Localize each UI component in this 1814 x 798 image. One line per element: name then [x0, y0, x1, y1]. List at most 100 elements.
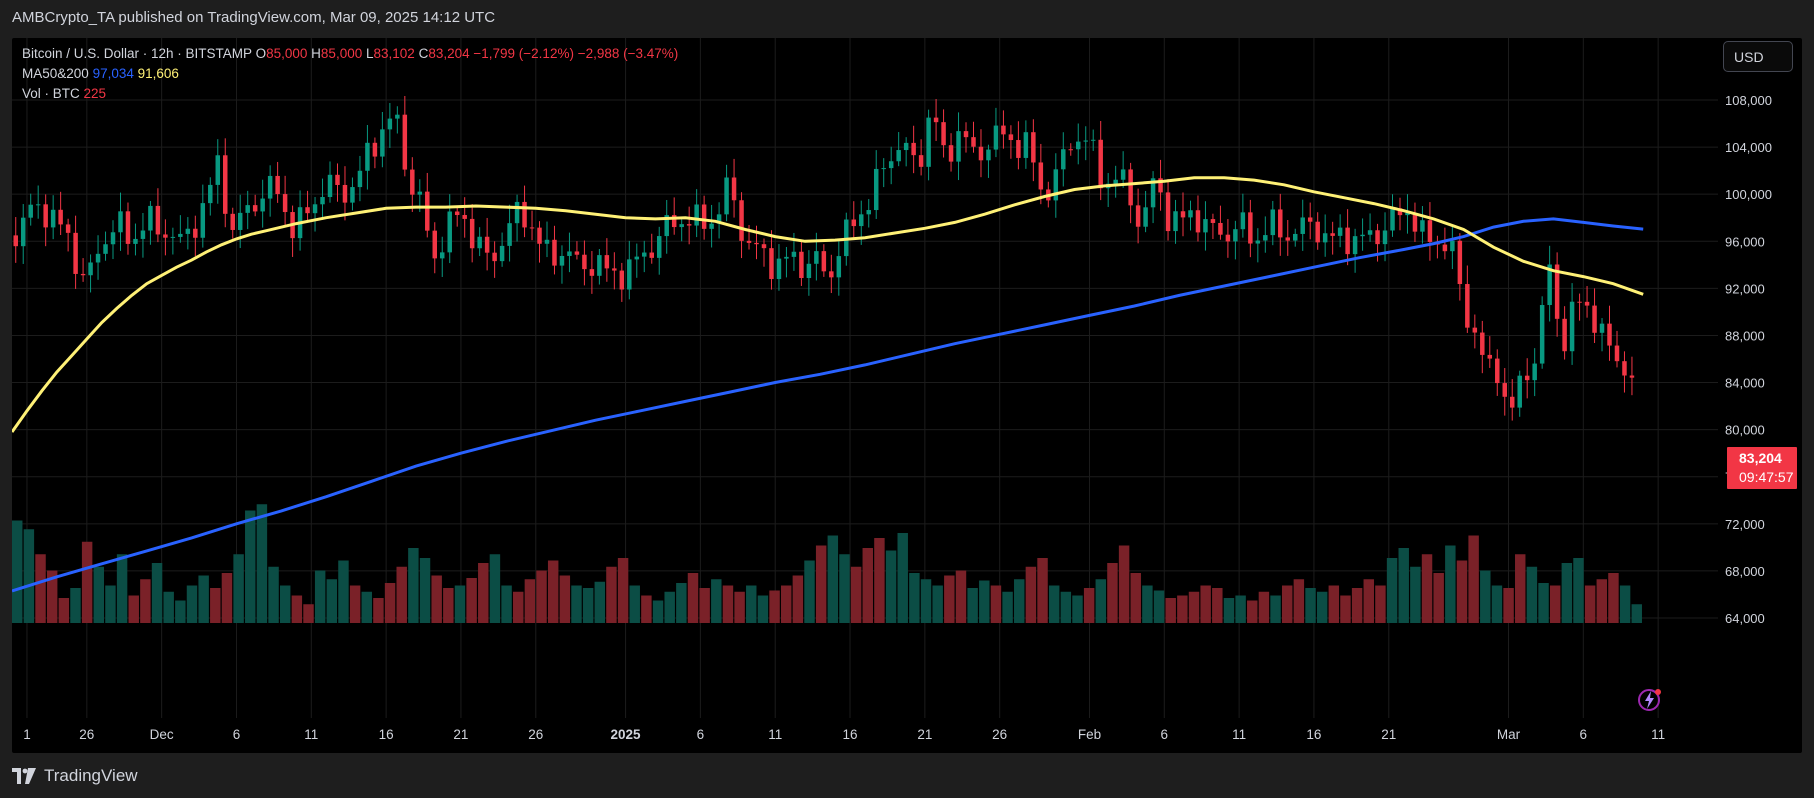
candle-body: [612, 268, 617, 271]
volume-bar: [1305, 588, 1316, 623]
volume-bar: [1421, 554, 1433, 623]
volume-bar: [1223, 598, 1235, 623]
candle-body: [888, 161, 894, 169]
candle-body: [761, 244, 767, 249]
candle-body: [1285, 237, 1290, 241]
y-tick-label: 64,000: [1725, 611, 1765, 626]
volume-bar: [687, 573, 699, 623]
candle-body: [20, 217, 26, 247]
volume-bar: [361, 591, 372, 623]
candle-body: [1524, 375, 1530, 381]
volume-bar: [198, 575, 209, 623]
symbol-title[interactable]: Bitcoin / U.S. Dollar · 12h · BITSTAMP: [22, 46, 252, 61]
volume-bar: [408, 548, 419, 623]
volume-bar: [944, 575, 955, 623]
candle-body: [1255, 240, 1261, 244]
candle-body: [851, 219, 857, 227]
candle-body: [686, 224, 692, 226]
candle-body: [896, 150, 901, 162]
ma50-line: [12, 176, 1644, 433]
candle-body: [1031, 132, 1036, 163]
ma-row[interactable]: MA50&200 97,034 91,606: [22, 64, 678, 84]
candle-body: [1038, 162, 1044, 190]
candle-body: [1023, 132, 1029, 158]
volume-bar: [1212, 588, 1223, 623]
candle-body: [1293, 233, 1298, 241]
candle-body: [829, 271, 834, 278]
volume-bar: [1188, 591, 1200, 623]
x-tick-label: 11: [1651, 727, 1665, 742]
candle-body: [410, 169, 415, 195]
candle-body: [223, 155, 228, 214]
volume-bar: [1258, 591, 1270, 623]
x-tick-label: 21: [1381, 727, 1396, 742]
candle-body: [522, 201, 527, 228]
volume-bar: [419, 558, 431, 623]
candle-body: [1218, 222, 1223, 235]
candle-body: [739, 200, 744, 241]
candle-body: [237, 212, 243, 230]
x-tick-label: 26: [79, 727, 94, 742]
volume-bar: [1281, 585, 1293, 623]
candle-body: [350, 187, 355, 203]
candle-body: [432, 230, 437, 259]
candle-body: [1614, 345, 1620, 362]
x-tick-label: 21: [453, 727, 468, 742]
volume-bar: [1142, 585, 1153, 623]
volume-bar: [932, 585, 943, 623]
candle-body: [1517, 375, 1522, 408]
published-info: AMBCrypto_TA published on TradingView.co…: [12, 9, 496, 26]
candle-body: [552, 239, 557, 266]
candle-body: [499, 245, 505, 262]
candle-body: [746, 240, 752, 243]
candle-body: [873, 168, 879, 211]
volume-row[interactable]: Vol · BTC 225: [22, 84, 678, 104]
candle-body: [193, 228, 198, 238]
volume-bar: [291, 595, 303, 623]
tradingview-logo-icon: [12, 768, 36, 784]
candle-body: [1128, 169, 1133, 206]
candle-body: [454, 211, 460, 216]
volume-bar: [1130, 573, 1141, 623]
candle-body: [357, 170, 363, 188]
volume-bar: [256, 504, 268, 623]
volume-bar: [850, 566, 862, 623]
high-value: 85,000: [320, 46, 363, 61]
candle-body: [1607, 323, 1612, 346]
x-tick-label: 16: [843, 727, 858, 742]
y-tick-label: 100,000: [1725, 187, 1772, 202]
volume-bar: [210, 588, 221, 623]
candle-body: [866, 210, 871, 215]
volume-bar: [23, 529, 35, 623]
chart-panel[interactable]: 64,00068,00072,00076,00080,00084,00088,0…: [12, 38, 1802, 753]
candle-body: [1465, 284, 1470, 328]
candlestick-chart[interactable]: 64,00068,00072,00076,00080,00084,00088,0…: [12, 38, 1802, 753]
candle-body: [567, 251, 572, 256]
volume-bar: [955, 570, 967, 623]
volume-bar: [536, 570, 547, 623]
candle-body: [1629, 375, 1635, 378]
x-tick-label: Feb: [1078, 727, 1101, 742]
candle-body: [537, 227, 542, 244]
candle-body: [88, 262, 93, 276]
candle-body: [320, 197, 325, 205]
tradingview-brand[interactable]: TradingView: [12, 766, 138, 786]
lightning-orbit-icon[interactable]: [1632, 683, 1666, 717]
volume-bar: [582, 588, 594, 623]
open-label: O: [255, 46, 267, 61]
volume-bar: [1468, 535, 1479, 623]
volume-bar: [373, 598, 384, 623]
candle-body: [1165, 192, 1171, 232]
volume-bar: [676, 583, 687, 623]
candle-body: [619, 270, 625, 290]
candle-body: [589, 269, 595, 276]
candle-body: [312, 204, 318, 214]
y-tick-label: 68,000: [1725, 564, 1765, 579]
volume-bar: [513, 591, 524, 623]
candle-body: [1210, 219, 1216, 223]
candle-body: [1554, 264, 1560, 319]
candle-body: [971, 137, 976, 147]
candle-body: [694, 204, 699, 226]
volume-bar: [920, 579, 932, 623]
currency-button[interactable]: USD: [1723, 41, 1793, 72]
